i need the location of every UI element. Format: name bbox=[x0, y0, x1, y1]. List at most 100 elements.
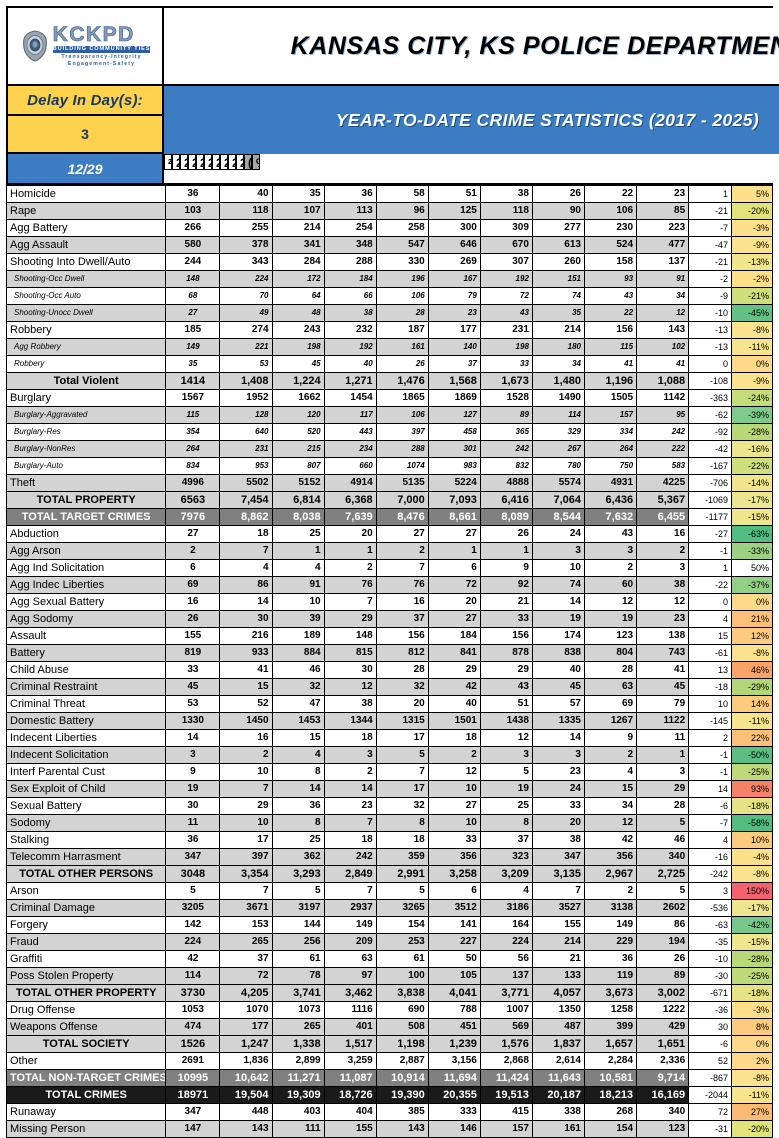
cell-2022: 43 bbox=[479, 304, 533, 322]
cell-2021: 3512 bbox=[427, 899, 481, 917]
cell-2025: 3,002 bbox=[636, 984, 690, 1002]
cell-percent: 150% bbox=[731, 882, 773, 900]
row-label: Burglary-Res bbox=[5, 423, 167, 441]
cell-2025: 12 bbox=[636, 593, 690, 611]
cell-2022: 33 bbox=[479, 355, 533, 373]
cell-2024: 2 bbox=[583, 882, 638, 900]
cell-2025: 1222 bbox=[636, 1001, 690, 1019]
cell-2019: 184 bbox=[323, 270, 377, 288]
cell-2020: 258 bbox=[375, 219, 429, 237]
cell-2023: 133 bbox=[531, 967, 585, 985]
row-label: TOTAL NON-TARGET CRIMES bbox=[5, 1069, 167, 1087]
cell-2020: 76 bbox=[375, 576, 429, 594]
cell-2020-2025-avg: 224 bbox=[165, 933, 221, 951]
cell-2023: 1490 bbox=[531, 389, 585, 407]
cell-2018: 6,814 bbox=[271, 491, 325, 509]
cell-2023: 487 bbox=[531, 1018, 585, 1036]
cell-2025: 6,455 bbox=[636, 508, 690, 526]
cell-2019: 38 bbox=[323, 695, 377, 713]
table-row: Agg Ind Solicitation 6 4 4 2 7 6 9 10 2 3 1 50% bbox=[5, 559, 773, 577]
cell-2021: 7,093 bbox=[427, 491, 481, 509]
cell-2023: 40 bbox=[531, 661, 585, 679]
cell-percent: 8% bbox=[731, 1018, 773, 1036]
department-title-text: KANSAS CITY, KS POLICE DEPARTMENT bbox=[290, 31, 779, 60]
cell-2020-2025-avg: 19 bbox=[165, 780, 221, 798]
cell-2020: 288 bbox=[375, 440, 429, 458]
cell-2022: 415 bbox=[479, 1103, 533, 1121]
cell-2025: 102 bbox=[636, 338, 690, 356]
cell-2025: 85 bbox=[636, 202, 690, 220]
table-row: Agg Assault 580 378 341 348 547 646 670 613 524 47… bbox=[5, 236, 773, 254]
cell-2024: 356 bbox=[583, 848, 638, 866]
cell-2018: 1662 bbox=[271, 389, 325, 407]
table-row: Shooting-Occ Dwell 148 224 172 184 196 167 192 1… bbox=[5, 270, 773, 288]
cell-2018: 265 bbox=[271, 1018, 325, 1036]
cell-2020-2025-avg: 35 bbox=[165, 355, 221, 373]
cell-2020-2025-avg: 347 bbox=[165, 1103, 221, 1121]
column-header-2020: 2020 bbox=[196, 154, 204, 170]
cell-percent: 22% bbox=[731, 729, 773, 747]
cell-2021: 269 bbox=[427, 253, 481, 271]
cell-2021: 301 bbox=[427, 440, 481, 458]
cell-change: -62 bbox=[688, 406, 733, 424]
cell-2018: 5 bbox=[271, 882, 325, 900]
cell-2024: 123 bbox=[583, 627, 638, 645]
cell-2024: 3138 bbox=[583, 899, 638, 917]
cell-change: -9 bbox=[688, 287, 733, 305]
cell-2024: 6,436 bbox=[583, 491, 638, 509]
cell-2020: 28 bbox=[375, 661, 429, 679]
cell-2025: 2,336 bbox=[636, 1052, 690, 1070]
cell-2017: 1450 bbox=[219, 712, 273, 730]
row-label: Criminal Damage bbox=[5, 899, 167, 917]
cell-2021: 50 bbox=[427, 950, 481, 968]
row-label: Domestic Battery bbox=[5, 712, 167, 730]
row-label: Drug Offense bbox=[5, 1001, 167, 1019]
table-row: Runaway 347 448 403 404 385 333 415 338 268 340 72 2… bbox=[5, 1103, 773, 1121]
cell-percent: -17% bbox=[731, 899, 773, 917]
row-label: Shooting-Occ Auto bbox=[5, 287, 167, 305]
cell-2022: 4 bbox=[479, 882, 533, 900]
cell-2025: 2,725 bbox=[636, 865, 690, 883]
cell-2025: 46 bbox=[636, 831, 690, 849]
cell-2021: 5224 bbox=[427, 474, 481, 492]
cell-2023: 260 bbox=[531, 253, 585, 271]
cell-2023: 20 bbox=[531, 814, 585, 832]
cell-change: -13 bbox=[688, 338, 733, 356]
row-label: Criminal Restraint bbox=[5, 678, 167, 696]
cell-2022: 4888 bbox=[479, 474, 533, 492]
cell-2025: 743 bbox=[636, 644, 690, 662]
cell-2020-2025-avg: 9 bbox=[165, 763, 221, 781]
cell-2024: 9 bbox=[583, 729, 638, 747]
cell-change: -10 bbox=[688, 304, 733, 322]
table-row: Graffiti 42 37 61 63 61 50 56 21 36 26 -10 -28% bbox=[5, 950, 773, 968]
cell-change: -242 bbox=[688, 865, 733, 883]
cell-2020-2025-avg: 103 bbox=[165, 202, 221, 220]
cell-2019: 192 bbox=[323, 338, 377, 356]
cell-2024: 750 bbox=[583, 457, 638, 475]
cell-2022: 3,771 bbox=[479, 984, 533, 1002]
cell-percent: -15% bbox=[731, 508, 773, 526]
cell-2020-2025-avg: 3 bbox=[165, 746, 221, 764]
header-right-column: KANSAS CITY, KS POLICE DEPARTMENT YEAR-T… bbox=[164, 8, 779, 183]
cell-2023: 33 bbox=[531, 797, 585, 815]
cell-2020: 330 bbox=[375, 253, 429, 271]
cell-2024: 2 bbox=[583, 559, 638, 577]
cell-2017: 8,862 bbox=[219, 508, 273, 526]
cell-2022: 5 bbox=[479, 763, 533, 781]
cell-2022: 307 bbox=[479, 253, 533, 271]
cell-2020: 385 bbox=[375, 1103, 429, 1121]
cell-2024: 10,581 bbox=[583, 1069, 638, 1087]
cell-2022: 3 bbox=[479, 746, 533, 764]
cell-2023: 780 bbox=[531, 457, 585, 475]
cell-2022: 29 bbox=[479, 661, 533, 679]
cell-change: -145 bbox=[688, 712, 733, 730]
cell-2022: 37 bbox=[479, 831, 533, 849]
cell-change: -1 bbox=[688, 542, 733, 560]
cell-2019: 18 bbox=[323, 831, 377, 849]
table-row: Shooting Into Dwell/Auto 244 343 284 288 330 2… bbox=[5, 253, 773, 271]
table-row: Abduction 27 18 25 20 27 27 26 24 43 16 -27 -63% bbox=[5, 525, 773, 543]
cell-2017: 640 bbox=[219, 423, 273, 441]
cell-2020: 547 bbox=[375, 236, 429, 254]
cell-2020-2025-avg: 4996 bbox=[165, 474, 221, 492]
cell-2019: 348 bbox=[323, 236, 377, 254]
